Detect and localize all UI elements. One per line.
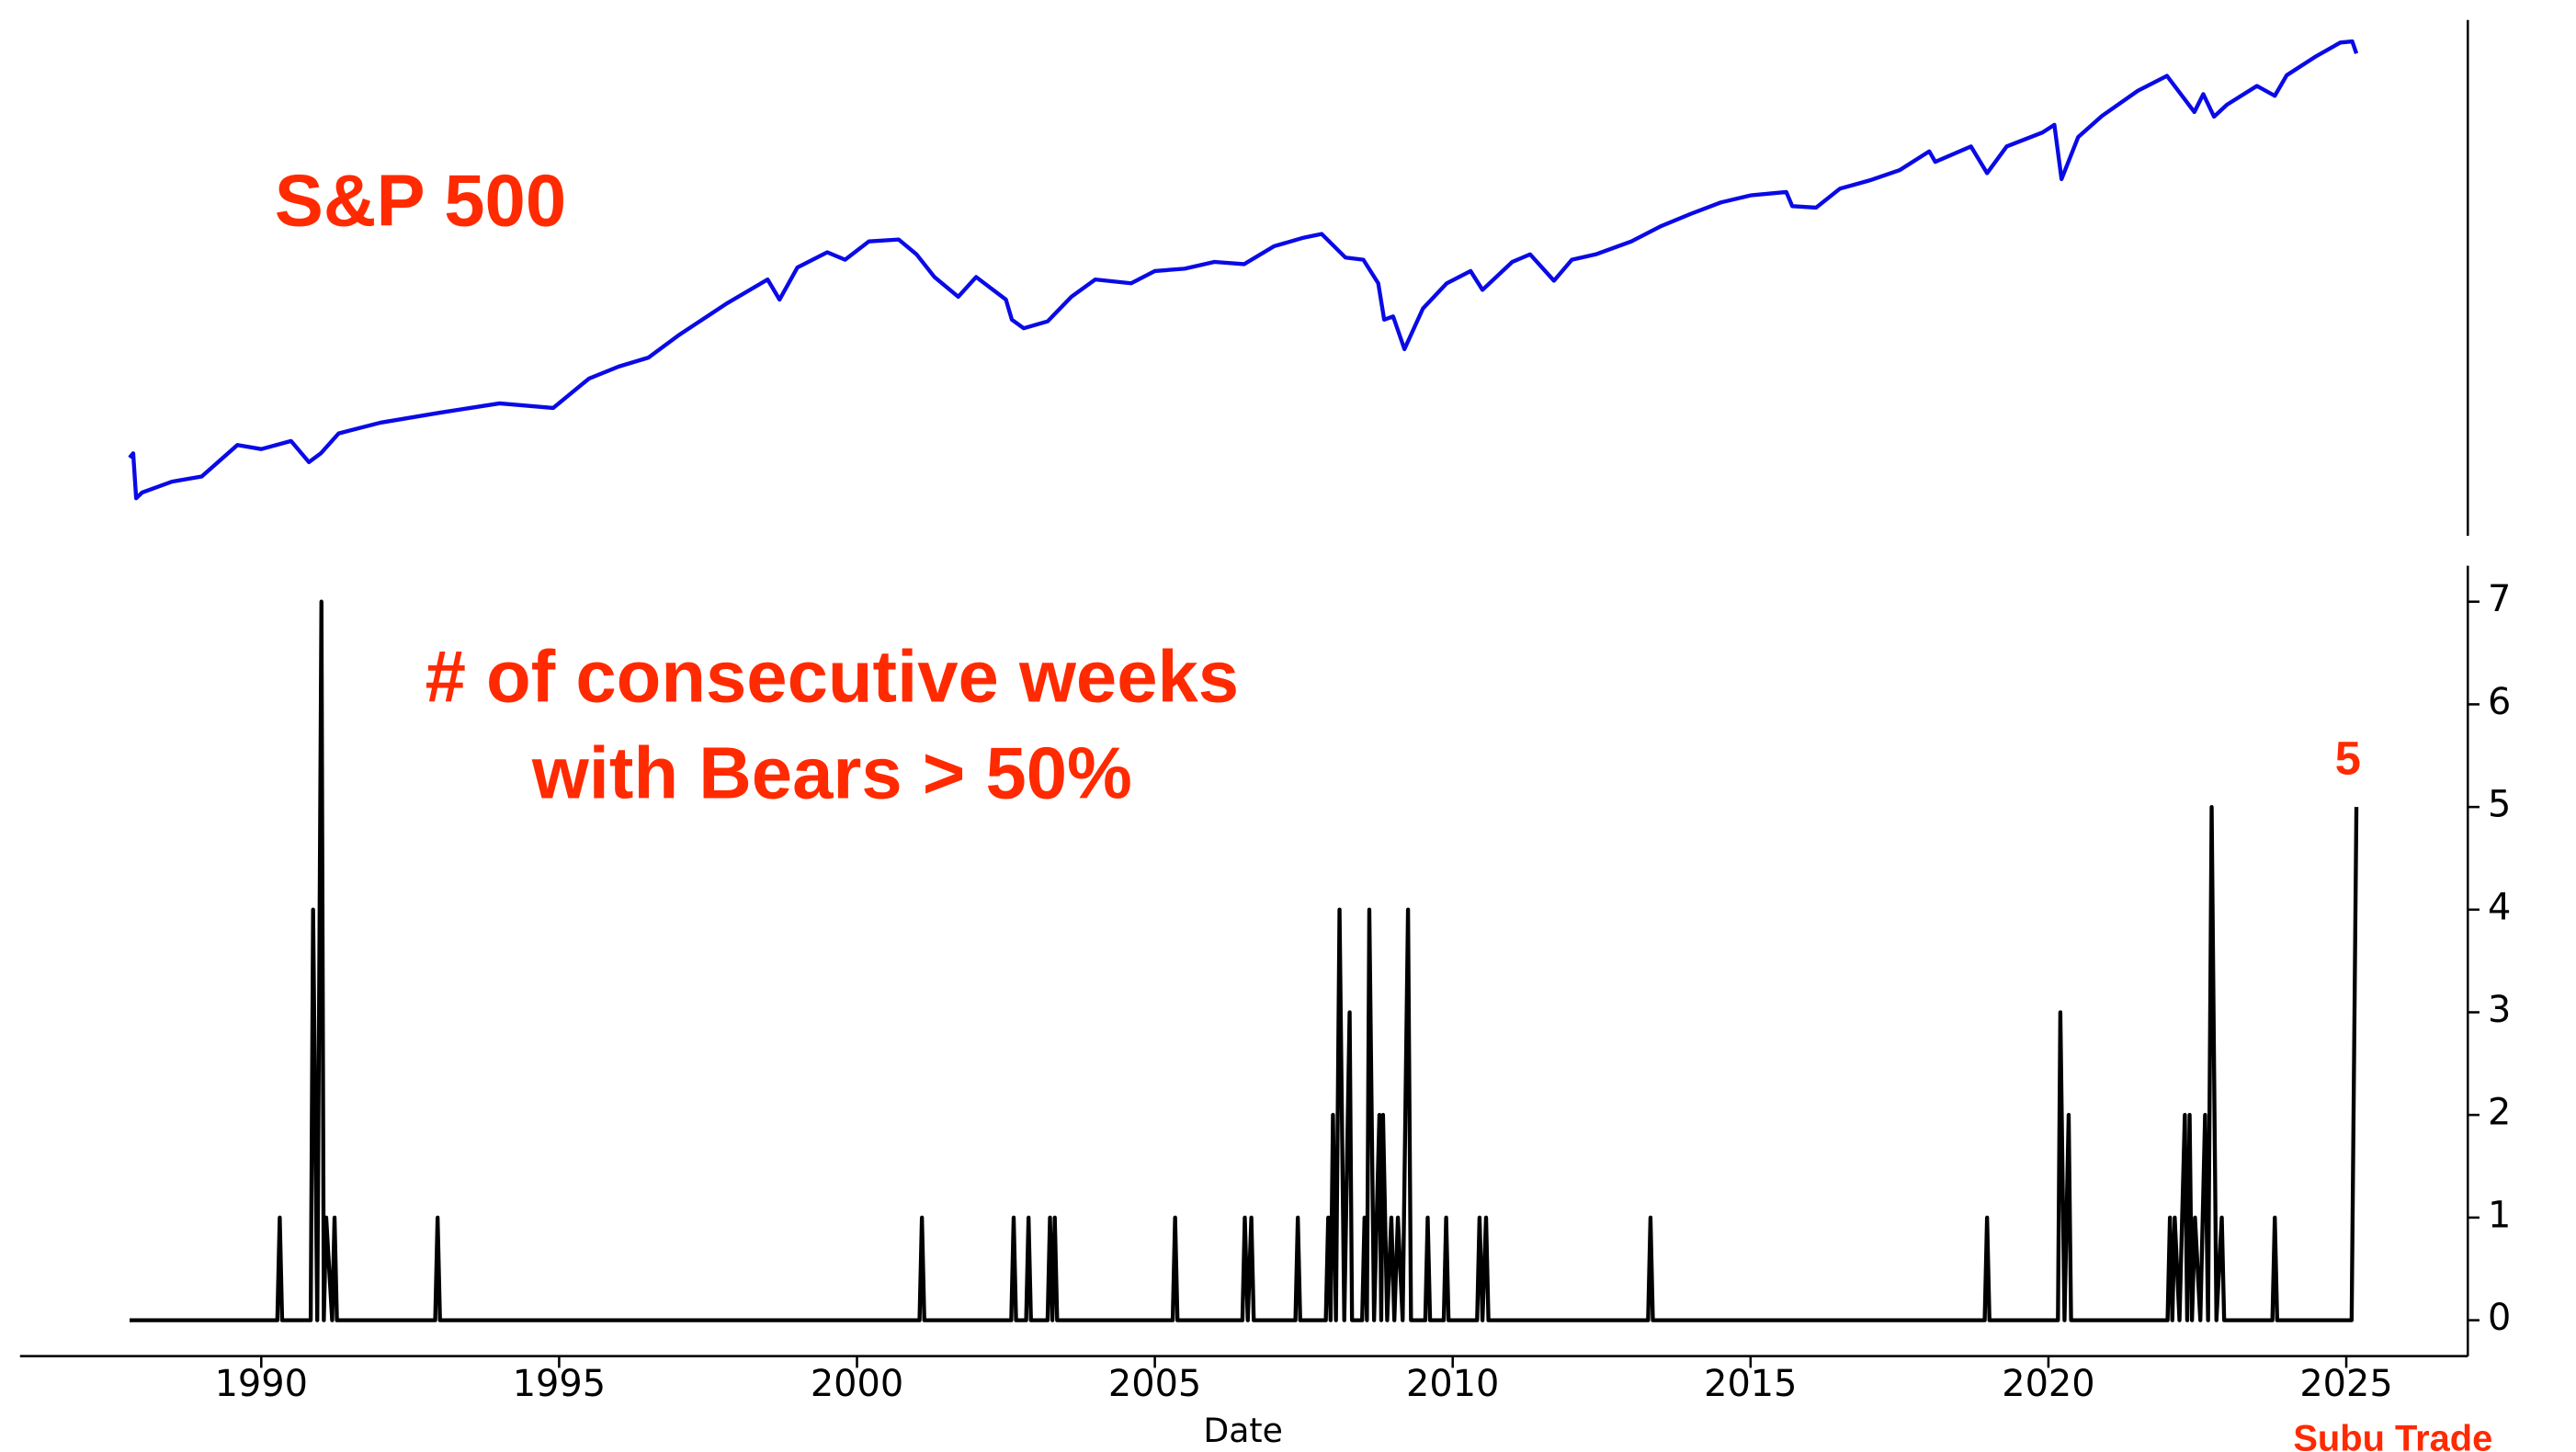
- x-tick-label: 1995: [513, 1363, 606, 1405]
- y-tick-label: 0: [2488, 1297, 2511, 1339]
- bottom-title: with Bears > 50%: [531, 732, 1132, 813]
- x-tick-label: 2000: [811, 1363, 903, 1405]
- y-tick-label: 7: [2488, 578, 2511, 620]
- y-tick-label: 3: [2488, 989, 2511, 1031]
- x-axis-label: Date: [1203, 1411, 1283, 1450]
- y-tick-label: 4: [2488, 886, 2511, 928]
- y-tick-label: 6: [2488, 681, 2511, 723]
- x-tick-label: 2015: [1704, 1363, 1797, 1405]
- x-tick-label: 2025: [2299, 1363, 2392, 1405]
- x-tick-label: 1990: [215, 1363, 308, 1405]
- y-tick-label: 2: [2488, 1092, 2511, 1134]
- y-tick-label: 5: [2488, 784, 2511, 826]
- y-tick-label: 1: [2488, 1194, 2511, 1236]
- x-tick-label: 2010: [1406, 1363, 1499, 1405]
- annotation: 5: [2335, 732, 2361, 785]
- top-title: S&P 500: [275, 160, 566, 242]
- x-tick-label: 2020: [2002, 1363, 2094, 1405]
- x-tick-label: 2005: [1108, 1363, 1201, 1405]
- bottom-title: # of consecutive weeks: [426, 635, 1239, 717]
- source: Subu Trade: [2293, 1419, 2492, 1452]
- data-line: [130, 599, 2359, 1322]
- data-line: [128, 39, 2359, 501]
